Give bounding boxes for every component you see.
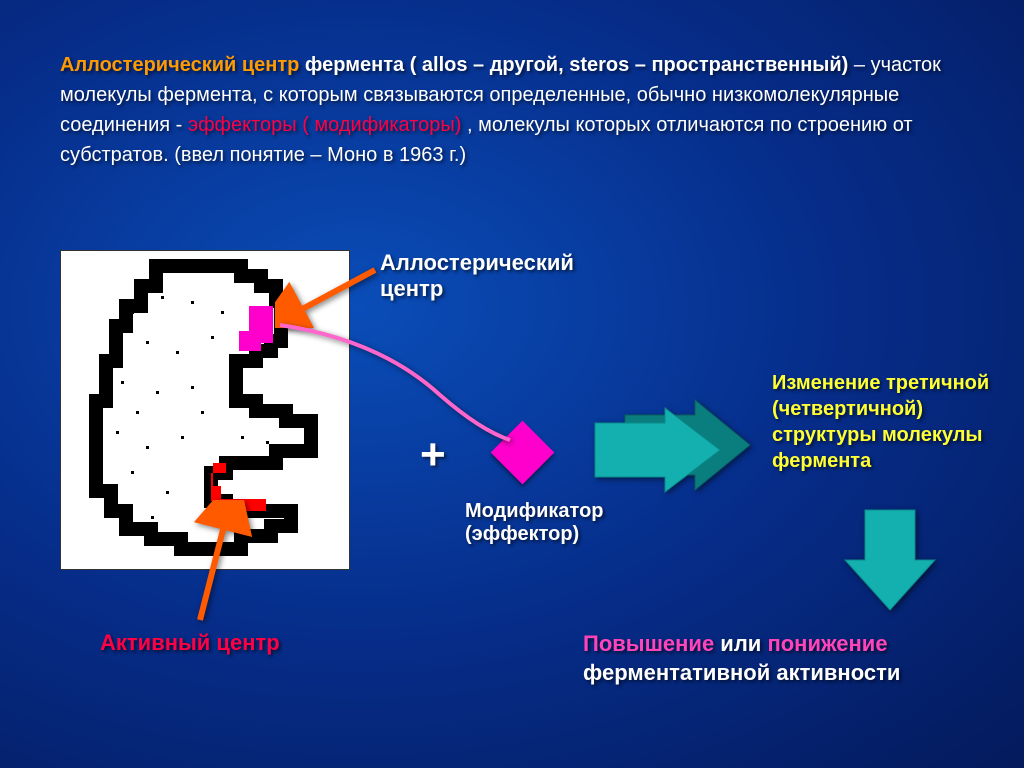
block-arrow-down-icon (835, 505, 945, 620)
allosteric-label-l2: центр (380, 276, 580, 302)
result-decrease: понижение (767, 631, 887, 656)
modifier-label-l2: (эффектор) (465, 523, 665, 546)
allosteric-label-l1: Аллостерический (380, 250, 580, 276)
header-bold: фермента ( allos – другой, steros – прос… (299, 54, 848, 76)
modifier-label: Модификатор (эффектор) (465, 500, 665, 546)
header-red: эффекторы ( модификаторы) (188, 114, 462, 136)
header-orange: Аллостерический центр (60, 54, 299, 76)
result-label: Повышение или понижение ферментативной а… (583, 630, 1013, 687)
slide-header: Аллостерический центр фермента ( allos –… (60, 50, 964, 170)
active-label: Активный центр (100, 630, 280, 656)
arrow-to-active-icon (180, 500, 260, 630)
change-l1: Изменение третичной (772, 370, 1002, 396)
change-l2: (четвертичной) (772, 396, 1002, 422)
result-rest: ферментативной активности (583, 660, 900, 685)
connector-curve-icon (270, 310, 550, 470)
change-label: Изменение третичной (четвертичной) струк… (772, 370, 1002, 474)
change-l3: структуры молекулы (772, 422, 1002, 448)
allosteric-label: Аллостерический центр (380, 250, 580, 302)
change-l4: фермента (772, 448, 1002, 474)
result-increase: Повышение (583, 631, 714, 656)
result-or: или (714, 631, 767, 656)
block-arrows-right-icon (585, 395, 775, 505)
